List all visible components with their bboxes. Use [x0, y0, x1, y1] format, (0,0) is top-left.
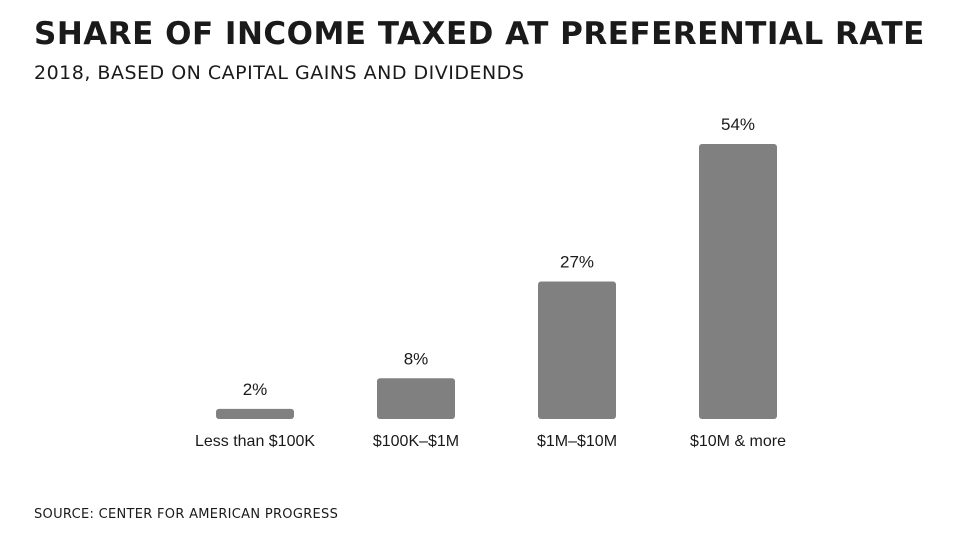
category-tick-label: $1M–$10M	[537, 433, 617, 450]
bar-value-label: 8%	[404, 349, 429, 368]
source-note: SOURCE: CENTER FOR AMERICAN PROGRESS	[34, 507, 339, 522]
chart-title: SHARE OF INCOME TAXED AT PREFERENTIAL RA…	[34, 16, 925, 52]
category-tick-label: Less than $100K	[195, 433, 315, 450]
bar-value-label: 54%	[721, 115, 755, 134]
bar	[538, 281, 616, 419]
bar	[377, 378, 455, 419]
bar	[699, 144, 777, 419]
chart-subtitle: 2018, BASED ON CAPITAL GAINS AND DIVIDEN…	[34, 62, 525, 84]
bar	[216, 408, 294, 419]
bar-value-label: 2%	[243, 380, 268, 399]
category-tick-label: $100K–$1M	[373, 433, 459, 450]
bar-value-label: 27%	[560, 253, 594, 272]
category-tick-label: $10M & more	[690, 433, 786, 450]
